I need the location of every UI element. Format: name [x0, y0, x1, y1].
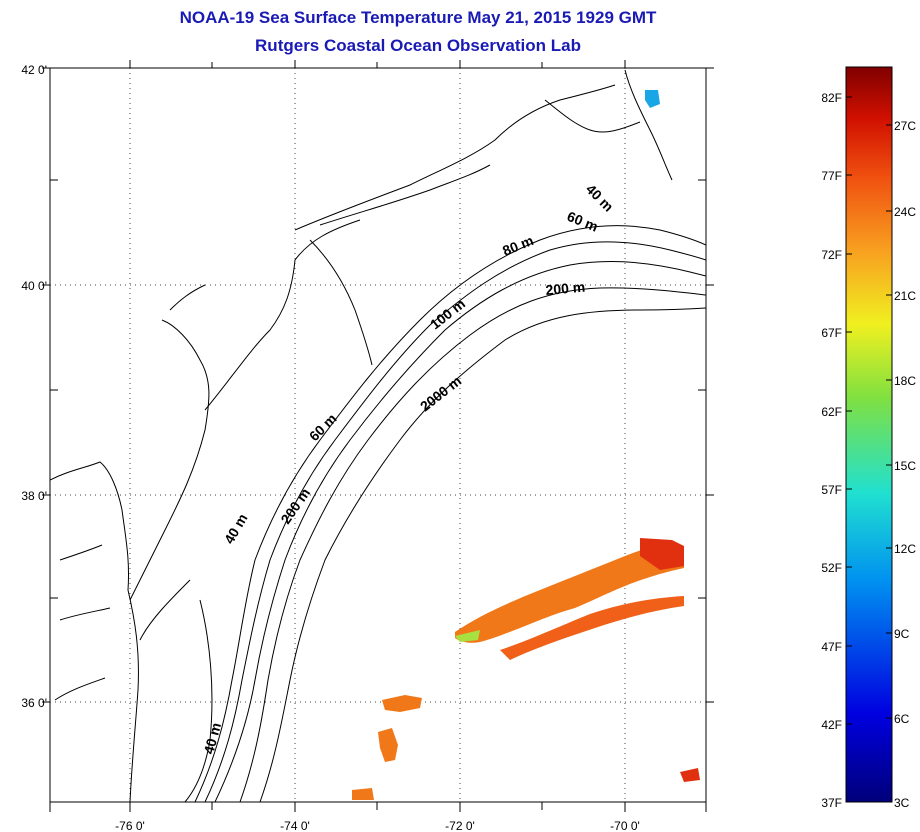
- colorbar-f-label: 72F: [821, 248, 842, 262]
- lat-label: 38 0': [21, 489, 47, 503]
- lon-label: -70 0': [610, 819, 640, 832]
- lat-label: 42 0': [21, 63, 47, 77]
- colorbar-c-label: 15C: [894, 459, 916, 473]
- colorbar-f-label: 42F: [821, 718, 842, 732]
- colorbar-c-label: 6C: [894, 712, 910, 726]
- colorbar-f-label: 57F: [821, 483, 842, 497]
- colorbar-f-label: 82F: [821, 91, 842, 105]
- coastline: [50, 69, 673, 802]
- depth-label: 200 m: [545, 279, 586, 298]
- colorbar-c-label: 3C: [894, 796, 910, 810]
- frame-ticks: [42, 60, 714, 812]
- lon-label: -74 0': [280, 819, 310, 832]
- colorbar-f-label: 62F: [821, 405, 842, 419]
- colorbar-c-label: 18C: [894, 374, 916, 388]
- lat-label: 40 0': [21, 279, 47, 293]
- colorbar-f-label: 47F: [821, 640, 842, 654]
- bathymetry-contours: [194, 225, 706, 802]
- colorbar-f-label: 67F: [821, 326, 842, 340]
- colorbar-c-label: 12C: [894, 542, 916, 556]
- lat-label: 36 0': [21, 696, 47, 710]
- colorbar-f-label: 37F: [821, 796, 842, 810]
- sst-swath: [352, 90, 700, 800]
- depth-label: 40 m: [200, 721, 224, 756]
- colorbar-c-label: 24C: [894, 205, 916, 219]
- temperature-colorbar: [845, 66, 893, 803]
- colorbar-c-label: 27C: [894, 119, 916, 133]
- map-frame: [49, 67, 707, 803]
- lon-label: -72 0': [445, 819, 475, 832]
- colorbar-f-label: 77F: [821, 169, 842, 183]
- colorbar-c-label: 21C: [894, 289, 916, 303]
- lon-label: -76 0': [115, 819, 145, 832]
- colorbar-f-label: 52F: [821, 561, 842, 575]
- colorbar-c-label: 9C: [894, 627, 910, 641]
- map-title: NOAA-19 Sea Surface Temperature May 21, …: [179, 8, 657, 27]
- map-subtitle: Rutgers Coastal Ocean Observation Lab: [255, 36, 581, 55]
